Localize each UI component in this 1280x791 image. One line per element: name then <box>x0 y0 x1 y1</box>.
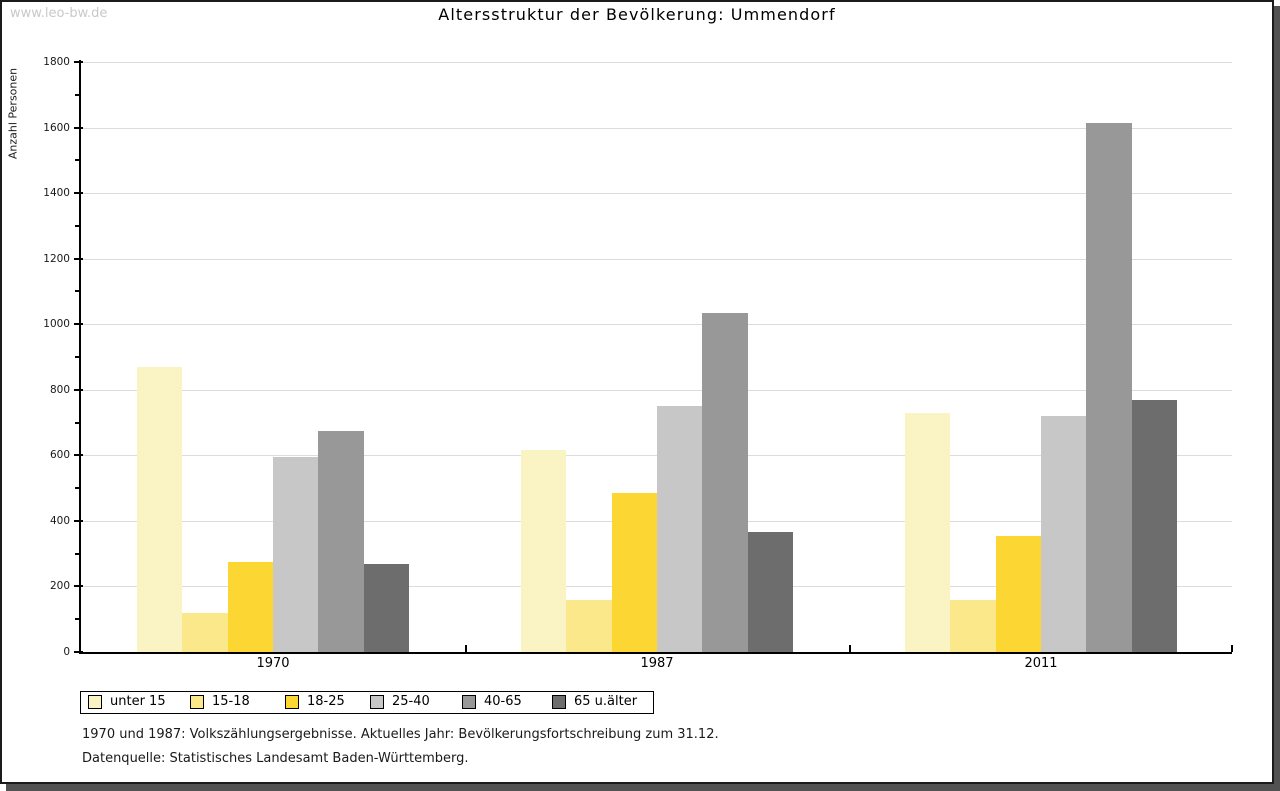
x-axis-separator-tick-0 <box>464 645 467 652</box>
y-tick-major-200 <box>74 585 83 588</box>
y-tick-major-1000 <box>74 323 83 326</box>
bar-1970-65-u.älter <box>363 563 409 652</box>
y-tick-major-400 <box>74 519 83 522</box>
x-axis-line <box>79 652 1232 654</box>
category-label-1987: 1987 <box>640 656 674 671</box>
bar-1970-unter-15 <box>137 366 183 652</box>
y-tick-label-1000: 1000 <box>43 318 70 331</box>
gridline-1200 <box>81 258 1232 260</box>
bar-2011-25-40 <box>1040 416 1087 652</box>
x-axis-separator-tick-2 <box>1231 645 1233 652</box>
y-tick-label-200: 200 <box>49 580 70 593</box>
bar-1970-18-25 <box>227 561 273 652</box>
category-label-1970: 1970 <box>256 656 290 671</box>
bar-2011-18-25 <box>995 535 1041 652</box>
y-tick-label-1400: 1400 <box>43 187 70 200</box>
legend-label-25-40: 25-40 <box>392 694 430 709</box>
plot-area: 0 200 400 600 800 1000 1200 1400 1600 1800 1970 19… <box>43 56 1233 671</box>
bar-2011-unter-15 <box>905 412 951 652</box>
y-tick-label-1800: 1800 <box>43 56 70 68</box>
legend-label-65-u.älter: 65 u.älter <box>574 694 638 709</box>
footnote-line-1: 1970 und 1987: Volkszählungsergebnisse. … <box>82 727 719 742</box>
y-tick-minor-500 <box>75 487 79 490</box>
bar-2011-65-u.älter <box>1131 399 1177 652</box>
frame-shadow-bottom <box>6 784 1280 791</box>
y-tick-major-0 <box>74 651 83 653</box>
y-tick-major-800 <box>74 388 83 391</box>
legend-label-18-25: 18-25 <box>307 694 345 709</box>
frame-shadow-right <box>1274 6 1280 791</box>
y-tick-label-0: 0 <box>63 646 70 658</box>
gridline-1000 <box>81 324 1232 326</box>
bar-1987-40-65 <box>702 312 748 652</box>
footnote-line-2: Datenquelle: Statistisches Landesamt Bad… <box>82 751 469 766</box>
y-tick-label-600: 600 <box>49 449 70 462</box>
y-tick-minor-1700 <box>75 93 79 96</box>
y-tick-label-1600: 1600 <box>43 121 70 134</box>
chart-title: Altersstruktur der Bevölkerung: Ummendor… <box>438 5 836 24</box>
legend-swatch-65-u.älter <box>552 695 566 709</box>
gridline-1800 <box>81 62 1232 63</box>
y-axis-title: Anzahl Personen <box>6 67 20 160</box>
category-label-2011: 2011 <box>1024 656 1058 671</box>
gridline-1400 <box>81 193 1232 195</box>
y-tick-minor-100 <box>75 618 79 621</box>
bar-1970-15-18 <box>182 612 228 652</box>
legend-box <box>80 691 654 714</box>
y-tick-major-1800 <box>74 61 83 63</box>
bar-1987-65-u.älter <box>747 532 793 652</box>
legend-swatch-18-25 <box>285 695 299 709</box>
y-tick-minor-300 <box>75 552 79 555</box>
legend-swatch-25-40 <box>370 695 384 709</box>
y-tick-major-1400 <box>74 192 83 195</box>
legend-swatch-unter-15 <box>88 695 102 709</box>
y-tick-major-1200 <box>74 257 83 260</box>
gridline-600 <box>81 455 1232 457</box>
y-tick-label-400: 400 <box>49 514 70 527</box>
y-tick-label-1200: 1200 <box>43 252 70 265</box>
y-tick-major-1600 <box>74 126 83 129</box>
bar-1970-40-65 <box>318 430 364 652</box>
y-tick-minor-1100 <box>75 290 79 293</box>
legend-label-40-65: 40-65 <box>484 694 522 709</box>
y-tick-minor-900 <box>75 356 79 358</box>
y-axis-line <box>79 60 81 654</box>
gridline-800 <box>81 389 1232 391</box>
watermark: www.leo-bw.de <box>10 6 108 21</box>
y-tick-major-600 <box>74 454 83 457</box>
y-tick-label-800: 800 <box>49 383 70 396</box>
x-axis-separator-tick-1 <box>848 645 851 652</box>
bar-1987-25-40 <box>656 406 703 652</box>
legend-swatch-40-65 <box>462 695 476 709</box>
y-tick-minor-1300 <box>75 224 79 227</box>
gridline-1600 <box>81 127 1232 129</box>
bar-2011-40-65 <box>1086 122 1132 652</box>
legend-swatch-15-18 <box>190 695 204 709</box>
bar-1987-15-18 <box>566 599 612 652</box>
bar-1970-25-40 <box>272 457 319 652</box>
legend-label-15-18: 15-18 <box>212 694 250 709</box>
bar-2011-15-18 <box>950 599 996 652</box>
y-tick-minor-700 <box>75 421 79 424</box>
legend-label-unter-15: unter 15 <box>110 694 166 709</box>
y-tick-minor-1500 <box>75 159 79 162</box>
bar-1987-18-25 <box>611 493 657 652</box>
bar-1987-unter-15 <box>521 450 567 652</box>
